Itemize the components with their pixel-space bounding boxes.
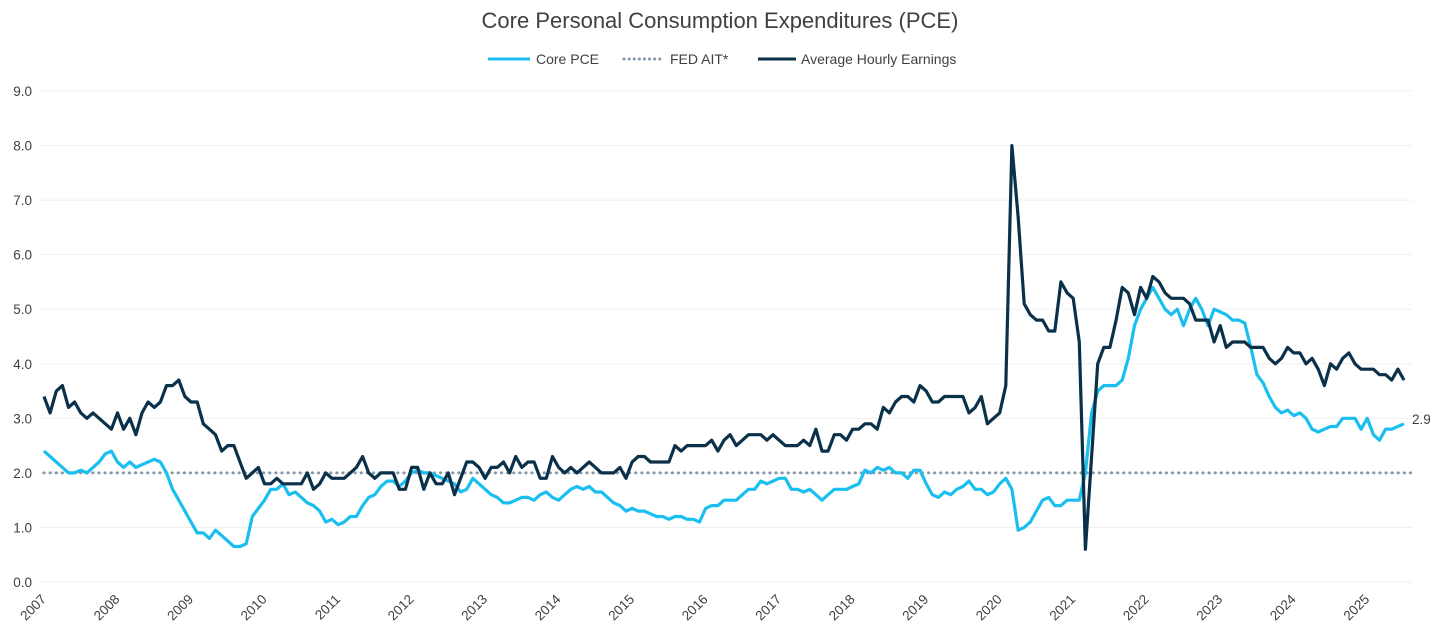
- x-tick-label: 2016: [679, 592, 711, 624]
- x-tick-label: 2023: [1193, 592, 1225, 624]
- legend-label-fed-ait: FED AIT*: [670, 51, 729, 67]
- end-value-label: 2.9: [1412, 412, 1431, 427]
- y-tick-label: 4.0: [13, 357, 32, 372]
- y-tick-label: 8.0: [13, 139, 32, 154]
- y-tick-label: 6.0: [13, 248, 32, 263]
- series-core-pce: [42, 285, 1405, 549]
- x-tick-label: 2010: [238, 592, 270, 624]
- x-tick-label: 2018: [826, 592, 858, 624]
- y-tick-label: 1.0: [13, 520, 32, 535]
- y-tick-label: 5.0: [13, 302, 32, 317]
- series-average-hourly-earnings: [42, 144, 1406, 551]
- x-tick-label: 2021: [1046, 592, 1078, 624]
- x-tick-label: 2014: [532, 591, 564, 623]
- x-tick-label: 2013: [458, 592, 490, 624]
- x-tick-label: 2025: [1341, 592, 1373, 624]
- x-tick-label: 2011: [312, 592, 343, 623]
- x-tick-label: 2022: [1120, 592, 1152, 624]
- x-tick-label: 2017: [752, 592, 784, 624]
- x-tick-label: 2007: [17, 592, 49, 624]
- x-tick-label: 2008: [91, 592, 123, 624]
- y-tick-label: 0.0: [13, 575, 32, 590]
- y-tick-label: 9.0: [13, 84, 32, 99]
- legend-label-ahe: Average Hourly Earnings: [801, 51, 956, 67]
- chart-title: Core Personal Consumption Expenditures (…: [482, 8, 959, 33]
- legend-label-core-pce: Core PCE: [536, 51, 599, 67]
- x-tick-label: 2015: [605, 592, 637, 624]
- y-tick-label: 3.0: [13, 411, 32, 426]
- x-tick-label: 2012: [385, 592, 417, 624]
- x-tick-label: 2019: [899, 592, 931, 624]
- x-tick-label: 2020: [973, 592, 1005, 624]
- y-tick-label: 2.0: [13, 466, 32, 481]
- legend: Core PCE FED AIT* Average Hourly Earning…: [488, 51, 956, 67]
- x-tick-label: 2024: [1267, 591, 1299, 623]
- x-tick-label: 2009: [164, 592, 196, 624]
- y-tick-label: 7.0: [13, 193, 32, 208]
